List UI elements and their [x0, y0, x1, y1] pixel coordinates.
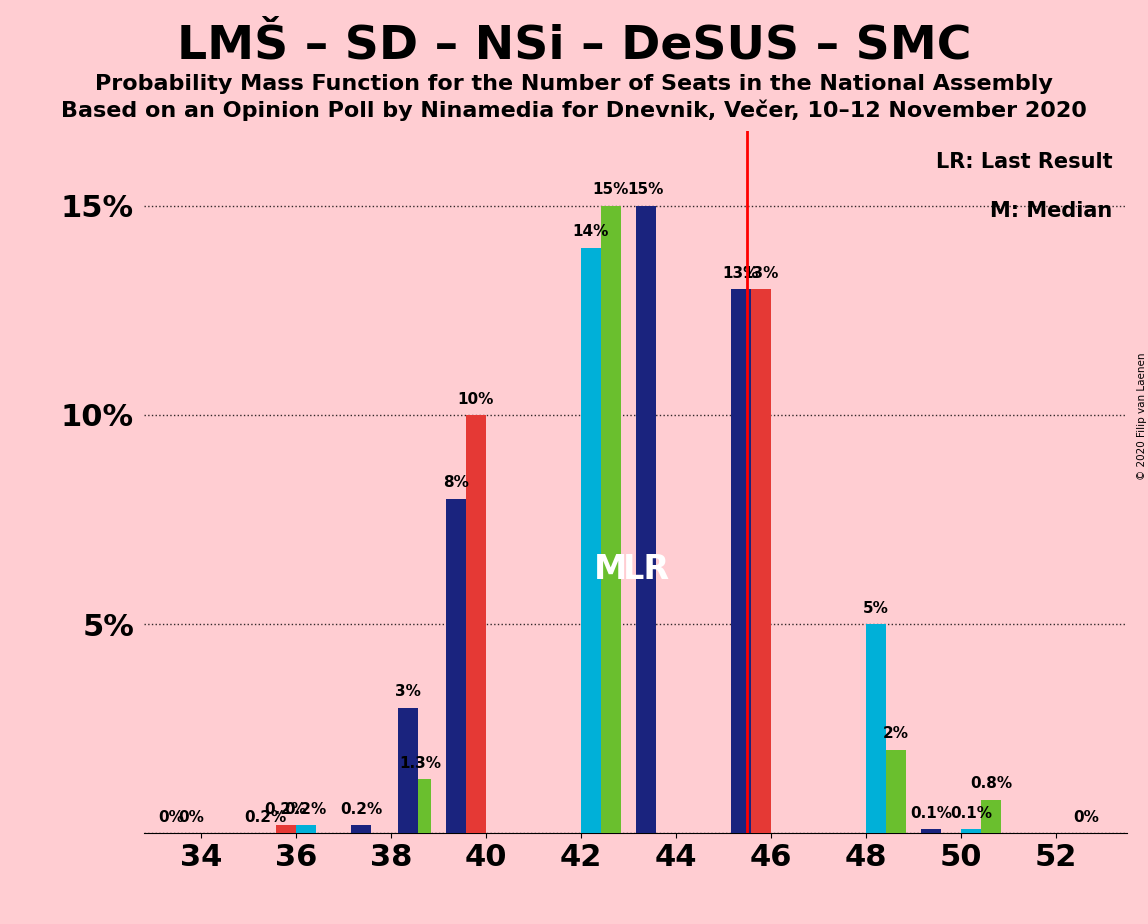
Text: 0%: 0%: [158, 810, 184, 825]
Text: 0.2%: 0.2%: [265, 802, 307, 817]
Text: 5%: 5%: [863, 601, 889, 615]
Text: Based on an Opinion Poll by Ninamedia for Dnevnik, Večer, 10–12 November 2020: Based on an Opinion Poll by Ninamedia fo…: [61, 100, 1087, 121]
Text: 2%: 2%: [883, 726, 909, 741]
Bar: [581, 248, 600, 833]
Text: 15%: 15%: [592, 182, 629, 198]
Text: 0%: 0%: [178, 810, 203, 825]
Bar: [886, 749, 906, 833]
Text: 14%: 14%: [573, 225, 610, 239]
Bar: [411, 779, 430, 833]
Bar: [466, 415, 486, 833]
Text: LR: Last Result: LR: Last Result: [936, 152, 1112, 172]
Text: 0%: 0%: [1073, 810, 1099, 825]
Text: 10%: 10%: [458, 392, 494, 407]
Bar: [351, 825, 371, 833]
Text: 1.3%: 1.3%: [400, 756, 442, 771]
Bar: [731, 289, 751, 833]
Text: LR: LR: [622, 553, 669, 586]
Bar: [398, 708, 418, 833]
Text: M: M: [595, 553, 628, 586]
Text: LMŠ – SD – NSi – DeSUS – SMC: LMŠ – SD – NSi – DeSUS – SMC: [177, 23, 971, 68]
Bar: [276, 825, 296, 833]
Text: Probability Mass Function for the Number of Seats in the National Assembly: Probability Mass Function for the Number…: [95, 74, 1053, 94]
Text: 13%: 13%: [723, 266, 759, 281]
Text: 15%: 15%: [628, 182, 665, 198]
Bar: [961, 829, 980, 833]
Text: 0.1%: 0.1%: [910, 806, 952, 821]
Bar: [296, 825, 316, 833]
Text: 0.2%: 0.2%: [340, 802, 382, 817]
Bar: [600, 206, 621, 833]
Text: 0.2%: 0.2%: [245, 810, 287, 825]
Text: M: Median: M: Median: [991, 201, 1112, 221]
Bar: [921, 829, 941, 833]
Text: 0.8%: 0.8%: [970, 776, 1013, 792]
Text: 3%: 3%: [395, 685, 421, 699]
Text: 0.1%: 0.1%: [949, 806, 992, 821]
Bar: [866, 624, 886, 833]
Text: 8%: 8%: [443, 475, 468, 491]
Bar: [636, 206, 656, 833]
Bar: [751, 289, 771, 833]
Bar: [445, 499, 466, 833]
Text: © 2020 Filip van Laenen: © 2020 Filip van Laenen: [1138, 352, 1147, 480]
Text: 0.2%: 0.2%: [285, 802, 327, 817]
Text: 13%: 13%: [743, 266, 779, 281]
Bar: [980, 800, 1001, 833]
